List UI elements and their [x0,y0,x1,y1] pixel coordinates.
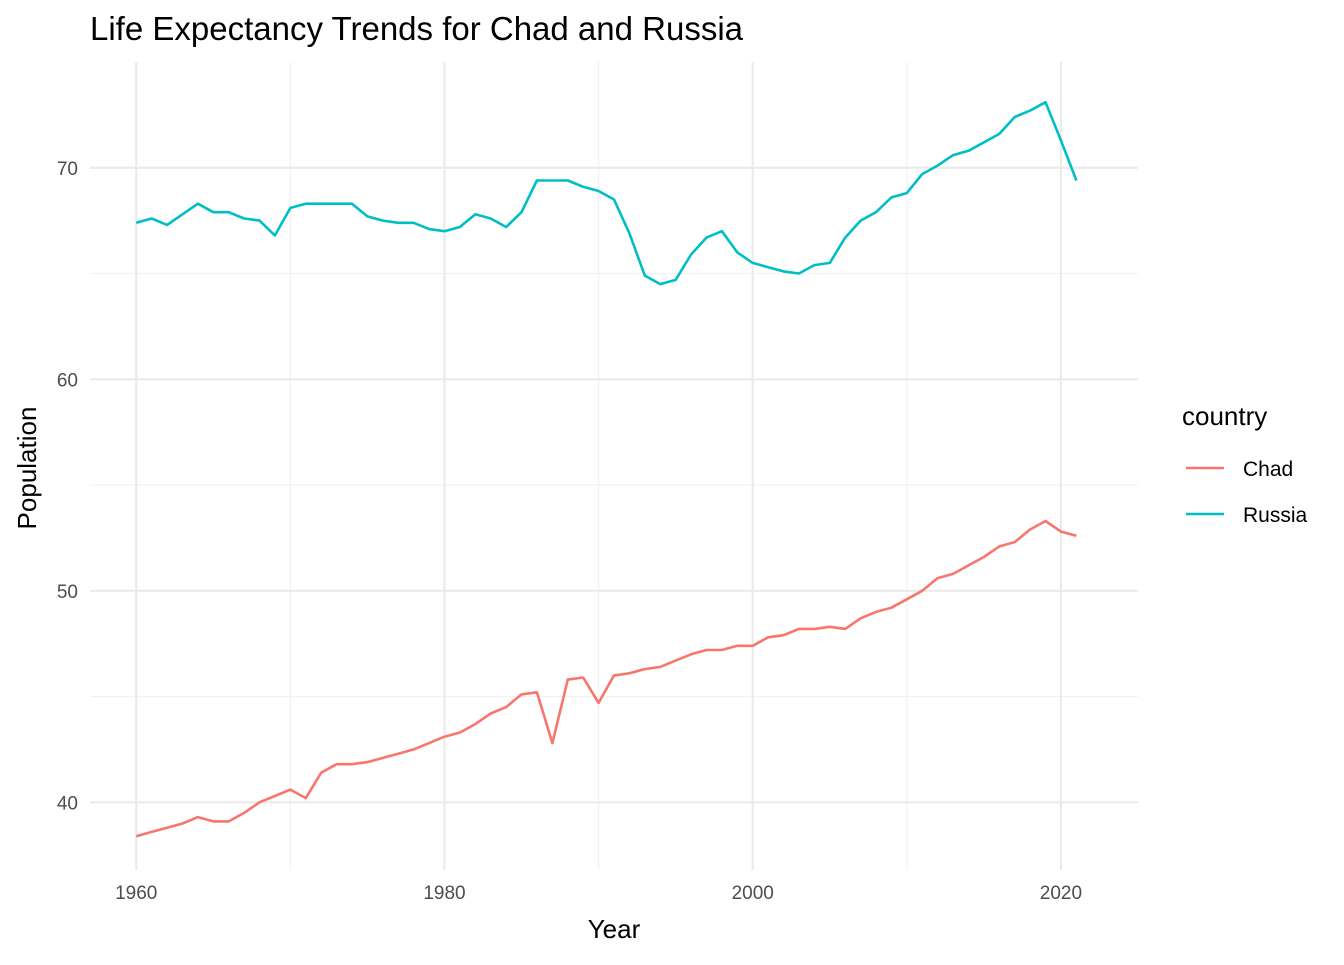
chart-title: Life Expectancy Trends for Chad and Russ… [90,10,744,47]
grid-layer [90,62,1138,870]
x-tick-label-3: 2020 [1040,883,1082,904]
y-tick-label-1: 50 [57,582,78,603]
y-axis-ticks: 40 50 60 70 [57,159,78,815]
series-line-russia [135,100,1078,286]
y-axis-title: Population [12,407,42,530]
series-layer [135,100,1078,838]
legend-title: country [1182,401,1267,431]
legend-item-chad: Chad [1186,458,1293,481]
x-tick-label-2: 2000 [732,883,774,904]
x-axis-ticks: 1960 1980 2000 2020 [115,883,1082,904]
y-tick-label-3: 70 [57,159,78,180]
legend-label-chad: Chad [1243,458,1293,481]
x-axis-title: Year [588,914,641,944]
x-tick-label-1: 1980 [423,883,465,904]
legend-label-russia: Russia [1243,504,1308,527]
series-line-chad [135,519,1077,838]
legend-item-russia: Russia [1186,504,1308,527]
x-tick-label-0: 1960 [115,883,157,904]
legend: country Chad Russia [1182,401,1308,527]
legend-items: Chad Russia [1186,458,1308,527]
y-tick-label-2: 60 [57,370,78,391]
y-tick-label-0: 40 [57,793,78,814]
